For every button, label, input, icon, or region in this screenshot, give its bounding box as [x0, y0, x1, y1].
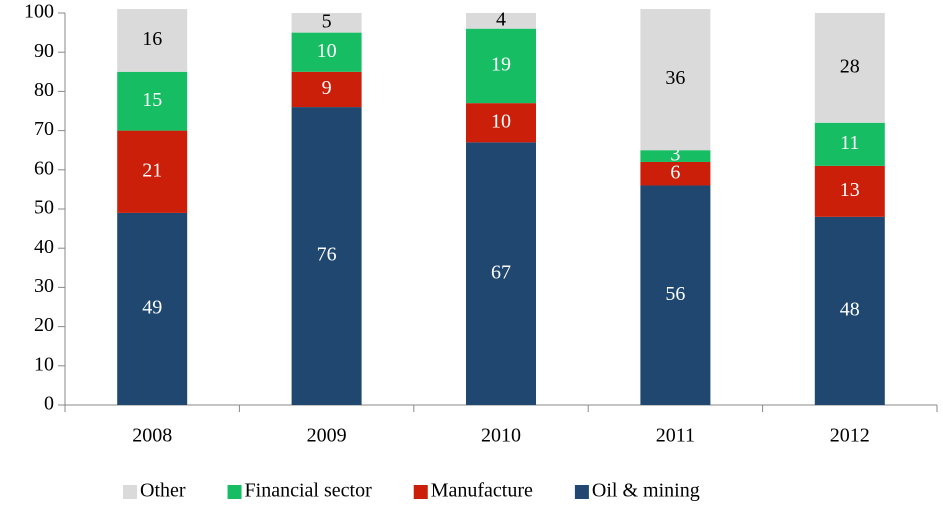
bar-segment [117, 130, 188, 213]
bar-segment [640, 9, 711, 151]
value-label: 6 [670, 161, 680, 183]
legend-label: Financial sector [245, 480, 373, 502]
bar-segment [466, 28, 536, 104]
value-label: 11 [840, 132, 859, 154]
value-label: 36 [665, 67, 685, 89]
bar-segment [466, 103, 536, 143]
bar-segment [814, 165, 885, 217]
value-label: 10 [491, 110, 511, 132]
y-tick-label: 60 [34, 157, 54, 179]
bar-segment [466, 13, 536, 29]
value-label: 67 [491, 261, 511, 283]
legend-swatch [413, 485, 428, 499]
bar-segment [640, 150, 711, 162]
value-label: 15 [142, 89, 162, 111]
y-tick-label: 70 [34, 118, 54, 140]
bar-segment [640, 161, 711, 186]
value-label: 28 [840, 55, 860, 77]
bar-segment [814, 122, 885, 166]
bar-segment [814, 13, 885, 123]
value-label: 13 [840, 179, 860, 201]
bar-segment [291, 32, 362, 72]
bar-segment [640, 185, 711, 405]
y-tick-label: 40 [34, 236, 54, 258]
legend-swatch [227, 485, 242, 499]
value-label: 19 [491, 54, 511, 76]
value-label: 76 [317, 244, 337, 266]
x-tick-label: 2012 [830, 425, 870, 447]
bar-segment [814, 216, 885, 405]
x-tick-label: 2011 [656, 425, 695, 447]
bar-segment [117, 9, 188, 72]
legend-label: Other [140, 480, 186, 502]
y-tick-label: 90 [34, 40, 54, 62]
legend-label: Oil & mining [592, 480, 700, 502]
bar-segment [291, 107, 362, 405]
x-tick-label: 2010 [481, 425, 521, 447]
legend-swatch [574, 485, 589, 499]
y-tick-label: 80 [34, 79, 54, 101]
value-label: 3 [670, 144, 680, 166]
value-label: 16 [142, 28, 162, 50]
y-tick-label: 30 [34, 275, 54, 297]
value-label: 10 [317, 40, 337, 62]
bar-segment [117, 212, 188, 405]
legend-label: Manufacture [431, 480, 533, 502]
x-tick-label: 2009 [307, 425, 347, 447]
value-label: 48 [840, 299, 860, 321]
y-tick-label: 50 [34, 197, 54, 219]
legend-swatch [123, 485, 137, 499]
y-tick-label: 10 [34, 353, 54, 375]
bar-segment [291, 71, 362, 108]
value-label: 21 [142, 159, 162, 181]
x-tick-label: 2008 [132, 425, 172, 447]
y-tick-label: 0 [44, 393, 54, 415]
value-label: 49 [142, 297, 162, 319]
bar-segment [291, 13, 362, 33]
bar-segment [117, 71, 188, 131]
bar-segment [466, 142, 536, 406]
value-label: 56 [665, 283, 685, 305]
value-label: 9 [322, 77, 332, 99]
value-label: 5 [322, 10, 332, 32]
value-label: 4 [496, 8, 506, 30]
y-tick-label: 20 [34, 314, 54, 336]
y-tick-label: 100 [24, 1, 54, 23]
